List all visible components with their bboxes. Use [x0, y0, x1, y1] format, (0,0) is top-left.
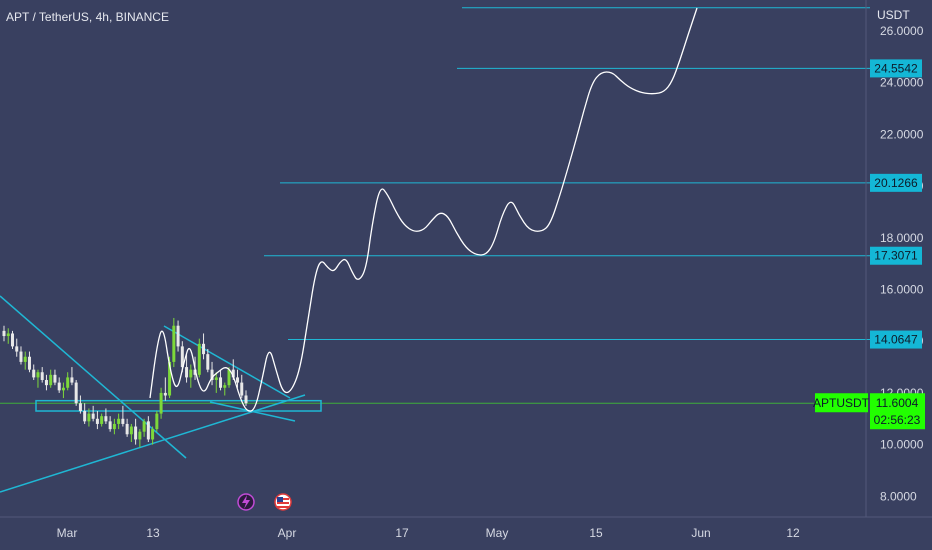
candle-body: [15, 346, 19, 352]
candle-body: [83, 411, 87, 422]
level-tag: [870, 330, 922, 349]
candle-body: [223, 385, 227, 388]
candle-body: [36, 372, 40, 378]
projection-path: [149, 7, 698, 412]
level-tag: [870, 59, 922, 78]
candle-body: [53, 374, 57, 383]
candle-body: [112, 423, 116, 430]
candle-body: [19, 351, 23, 362]
candlestick-series: [2, 317, 248, 448]
candle-body: [189, 369, 193, 378]
candle-body: [214, 377, 218, 380]
level-tag: [870, 246, 922, 265]
candle-body: [40, 372, 44, 380]
candle-body: [74, 382, 78, 404]
candle-body: [10, 333, 14, 347]
y-tick-label: 8.0000: [880, 489, 917, 503]
candle-body: [172, 325, 176, 362]
x-tick-label: 17: [395, 526, 409, 540]
candle-body: [117, 418, 121, 424]
chart-title: APT / TetherUS, 4h, BINANCE: [6, 10, 169, 24]
candle-body: [100, 416, 104, 424]
candle-body: [206, 354, 210, 370]
candle-body: [163, 392, 167, 396]
candle-body: [44, 379, 48, 386]
us-flag-event-icon[interactable]: [274, 493, 292, 511]
candle-body: [180, 346, 184, 368]
x-tick-label: 13: [146, 526, 160, 540]
x-tick-label: Apr: [278, 526, 297, 540]
candle-body: [27, 356, 31, 370]
candle-body: [197, 343, 201, 375]
candle-body: [87, 413, 91, 422]
candle-body: [219, 377, 223, 388]
candle-body: [240, 382, 244, 396]
current-price-tag: APTUSDT 11.6004 02:56:23: [813, 393, 925, 430]
candle-body: [61, 387, 65, 391]
y-tick-label: 26.0000: [880, 24, 924, 38]
candle-body: [49, 374, 53, 386]
candle-body: [23, 356, 27, 362]
x-tick-label: May: [486, 526, 509, 540]
x-tick-label: Jun: [691, 526, 710, 540]
y-tick-label: 18.0000: [880, 231, 924, 245]
level-tag-label: 20.1266: [874, 176, 918, 190]
price-tag-countdown: 02:56:23: [874, 413, 921, 427]
candle-body: [121, 418, 125, 424]
level-tag-label: 14.0647: [874, 333, 918, 347]
candle-body: [138, 431, 142, 440]
candle-body: [159, 392, 163, 414]
price-tag-symbol: APTUSDT: [813, 396, 870, 410]
y-tick-label: 24.0000: [880, 76, 924, 90]
y-tick-label: 10.0000: [880, 438, 924, 452]
candle-body: [210, 369, 214, 380]
candle-body: [129, 426, 133, 435]
currency-label: USDT: [877, 8, 910, 22]
candle-body: [57, 382, 61, 391]
candle-body: [95, 418, 99, 424]
candle-body: [91, 413, 95, 419]
candle-body: [146, 421, 150, 440]
candle-body: [193, 369, 197, 375]
time-axis[interactable]: Mar 13 Apr 17 May 15 Jun 12: [57, 526, 800, 540]
lightning-event-icon[interactable]: [237, 493, 255, 511]
candle-body: [176, 325, 180, 347]
candle-body: [236, 377, 240, 383]
candle-body: [151, 429, 155, 440]
level-tag: [870, 173, 922, 192]
level-tag-label: 17.3071: [874, 249, 918, 263]
candle-body: [32, 369, 36, 378]
price-tag-value: 11.6004: [876, 396, 919, 410]
candle-body: [78, 403, 82, 412]
x-tick-label: 12: [786, 526, 800, 540]
candle-body: [108, 421, 112, 430]
candle-body: [155, 413, 159, 430]
candle-body: [125, 423, 129, 435]
candle-body: [104, 416, 108, 422]
y-tick-label: 22.0000: [880, 127, 924, 141]
candle-body: [244, 395, 248, 404]
candle-body: [142, 421, 146, 432]
candle-body: [185, 367, 189, 378]
downtrend-line[interactable]: [0, 295, 187, 459]
lower-wedge-line[interactable]: [209, 401, 296, 422]
upper-wedge-line[interactable]: [163, 325, 291, 399]
candle-body: [6, 333, 10, 337]
candle-body: [70, 377, 74, 383]
candle-body: [231, 369, 235, 378]
candle-body: [134, 426, 138, 440]
x-tick-label: Mar: [57, 526, 78, 540]
candle-body: [168, 361, 172, 396]
candle-body: [66, 377, 70, 388]
y-tick-label: 16.0000: [880, 283, 924, 297]
candle-body: [227, 369, 231, 386]
candle-body: [202, 343, 206, 355]
support-zone-box[interactable]: [35, 399, 322, 412]
level-tag-label: 24.5542: [874, 61, 918, 75]
candle-body: [2, 330, 6, 337]
x-tick-label: 15: [589, 526, 603, 540]
